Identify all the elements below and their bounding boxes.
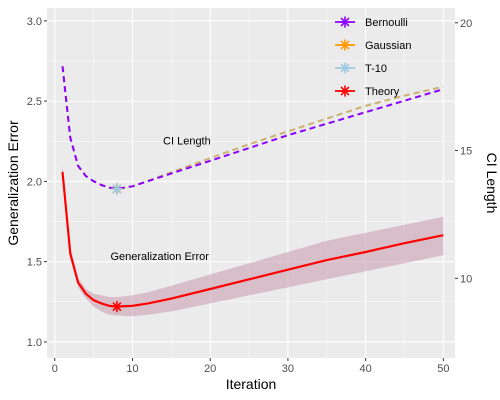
y-axis-right-title: CI Length bbox=[484, 153, 500, 214]
marker-t-10 bbox=[111, 183, 123, 195]
legend-label-bernoulli: Bernoulli bbox=[365, 17, 408, 29]
confidence-bands bbox=[62, 165, 444, 317]
x-tick-label: 20 bbox=[204, 363, 216, 375]
legend-label-t-10: T-10 bbox=[365, 63, 387, 75]
y-tick-label: 1.5 bbox=[27, 257, 42, 269]
legend-label-gaussian: Gaussian bbox=[365, 40, 411, 52]
series-lines bbox=[61, 66, 444, 308]
highlight-markers bbox=[111, 183, 123, 313]
marker-stroke bbox=[340, 40, 350, 50]
legend-label-theory: Theory bbox=[365, 86, 400, 98]
band-theory bbox=[62, 165, 444, 317]
x-tick-label: 0 bbox=[52, 363, 58, 375]
legend-key-marker-gaussian bbox=[339, 39, 351, 51]
y-right-tick-label: 15 bbox=[460, 146, 472, 158]
marker-theory bbox=[111, 300, 123, 313]
annotation-label: Generalization Error bbox=[110, 251, 209, 263]
annotation-label: CI Length bbox=[163, 135, 211, 147]
y-tick-label: 2.0 bbox=[27, 176, 42, 188]
marker-stroke bbox=[340, 86, 350, 96]
annotations: CI Length Generalization Error bbox=[110, 135, 210, 263]
y-tick-label: 1.0 bbox=[27, 337, 42, 349]
legend-key-marker-t-10 bbox=[339, 62, 351, 74]
x-axis-title: Iteration bbox=[226, 376, 277, 392]
x-tick-label: 40 bbox=[360, 363, 372, 375]
legend-key-marker-bernoulli bbox=[339, 16, 351, 28]
y-right-tick-label: 20 bbox=[460, 18, 472, 30]
line-bernoulli bbox=[61, 66, 444, 190]
x-tick-label: 30 bbox=[282, 363, 294, 375]
line-theory bbox=[61, 171, 444, 308]
axis-ticks: 0 10 20 30 40 50 1.0 1.5 2.0 2.5 3.0 10 15 20 bbox=[27, 16, 473, 375]
legend: Bernoulli Gaussian T-10 Theory bbox=[335, 16, 411, 98]
marker-stroke bbox=[112, 184, 122, 194]
y-tick-label: 3.0 bbox=[27, 16, 42, 28]
x-tick-label: 50 bbox=[437, 363, 449, 375]
legend-key-marker-theory bbox=[339, 85, 351, 97]
marker-stroke bbox=[340, 63, 350, 73]
y-right-tick-label: 10 bbox=[460, 273, 472, 285]
marker-stroke bbox=[340, 17, 350, 27]
marker-stroke bbox=[112, 302, 122, 311]
y-tick-label: 2.5 bbox=[27, 96, 42, 108]
y-axis-title: Generalization Error bbox=[5, 120, 21, 246]
x-tick-label: 10 bbox=[126, 363, 138, 375]
